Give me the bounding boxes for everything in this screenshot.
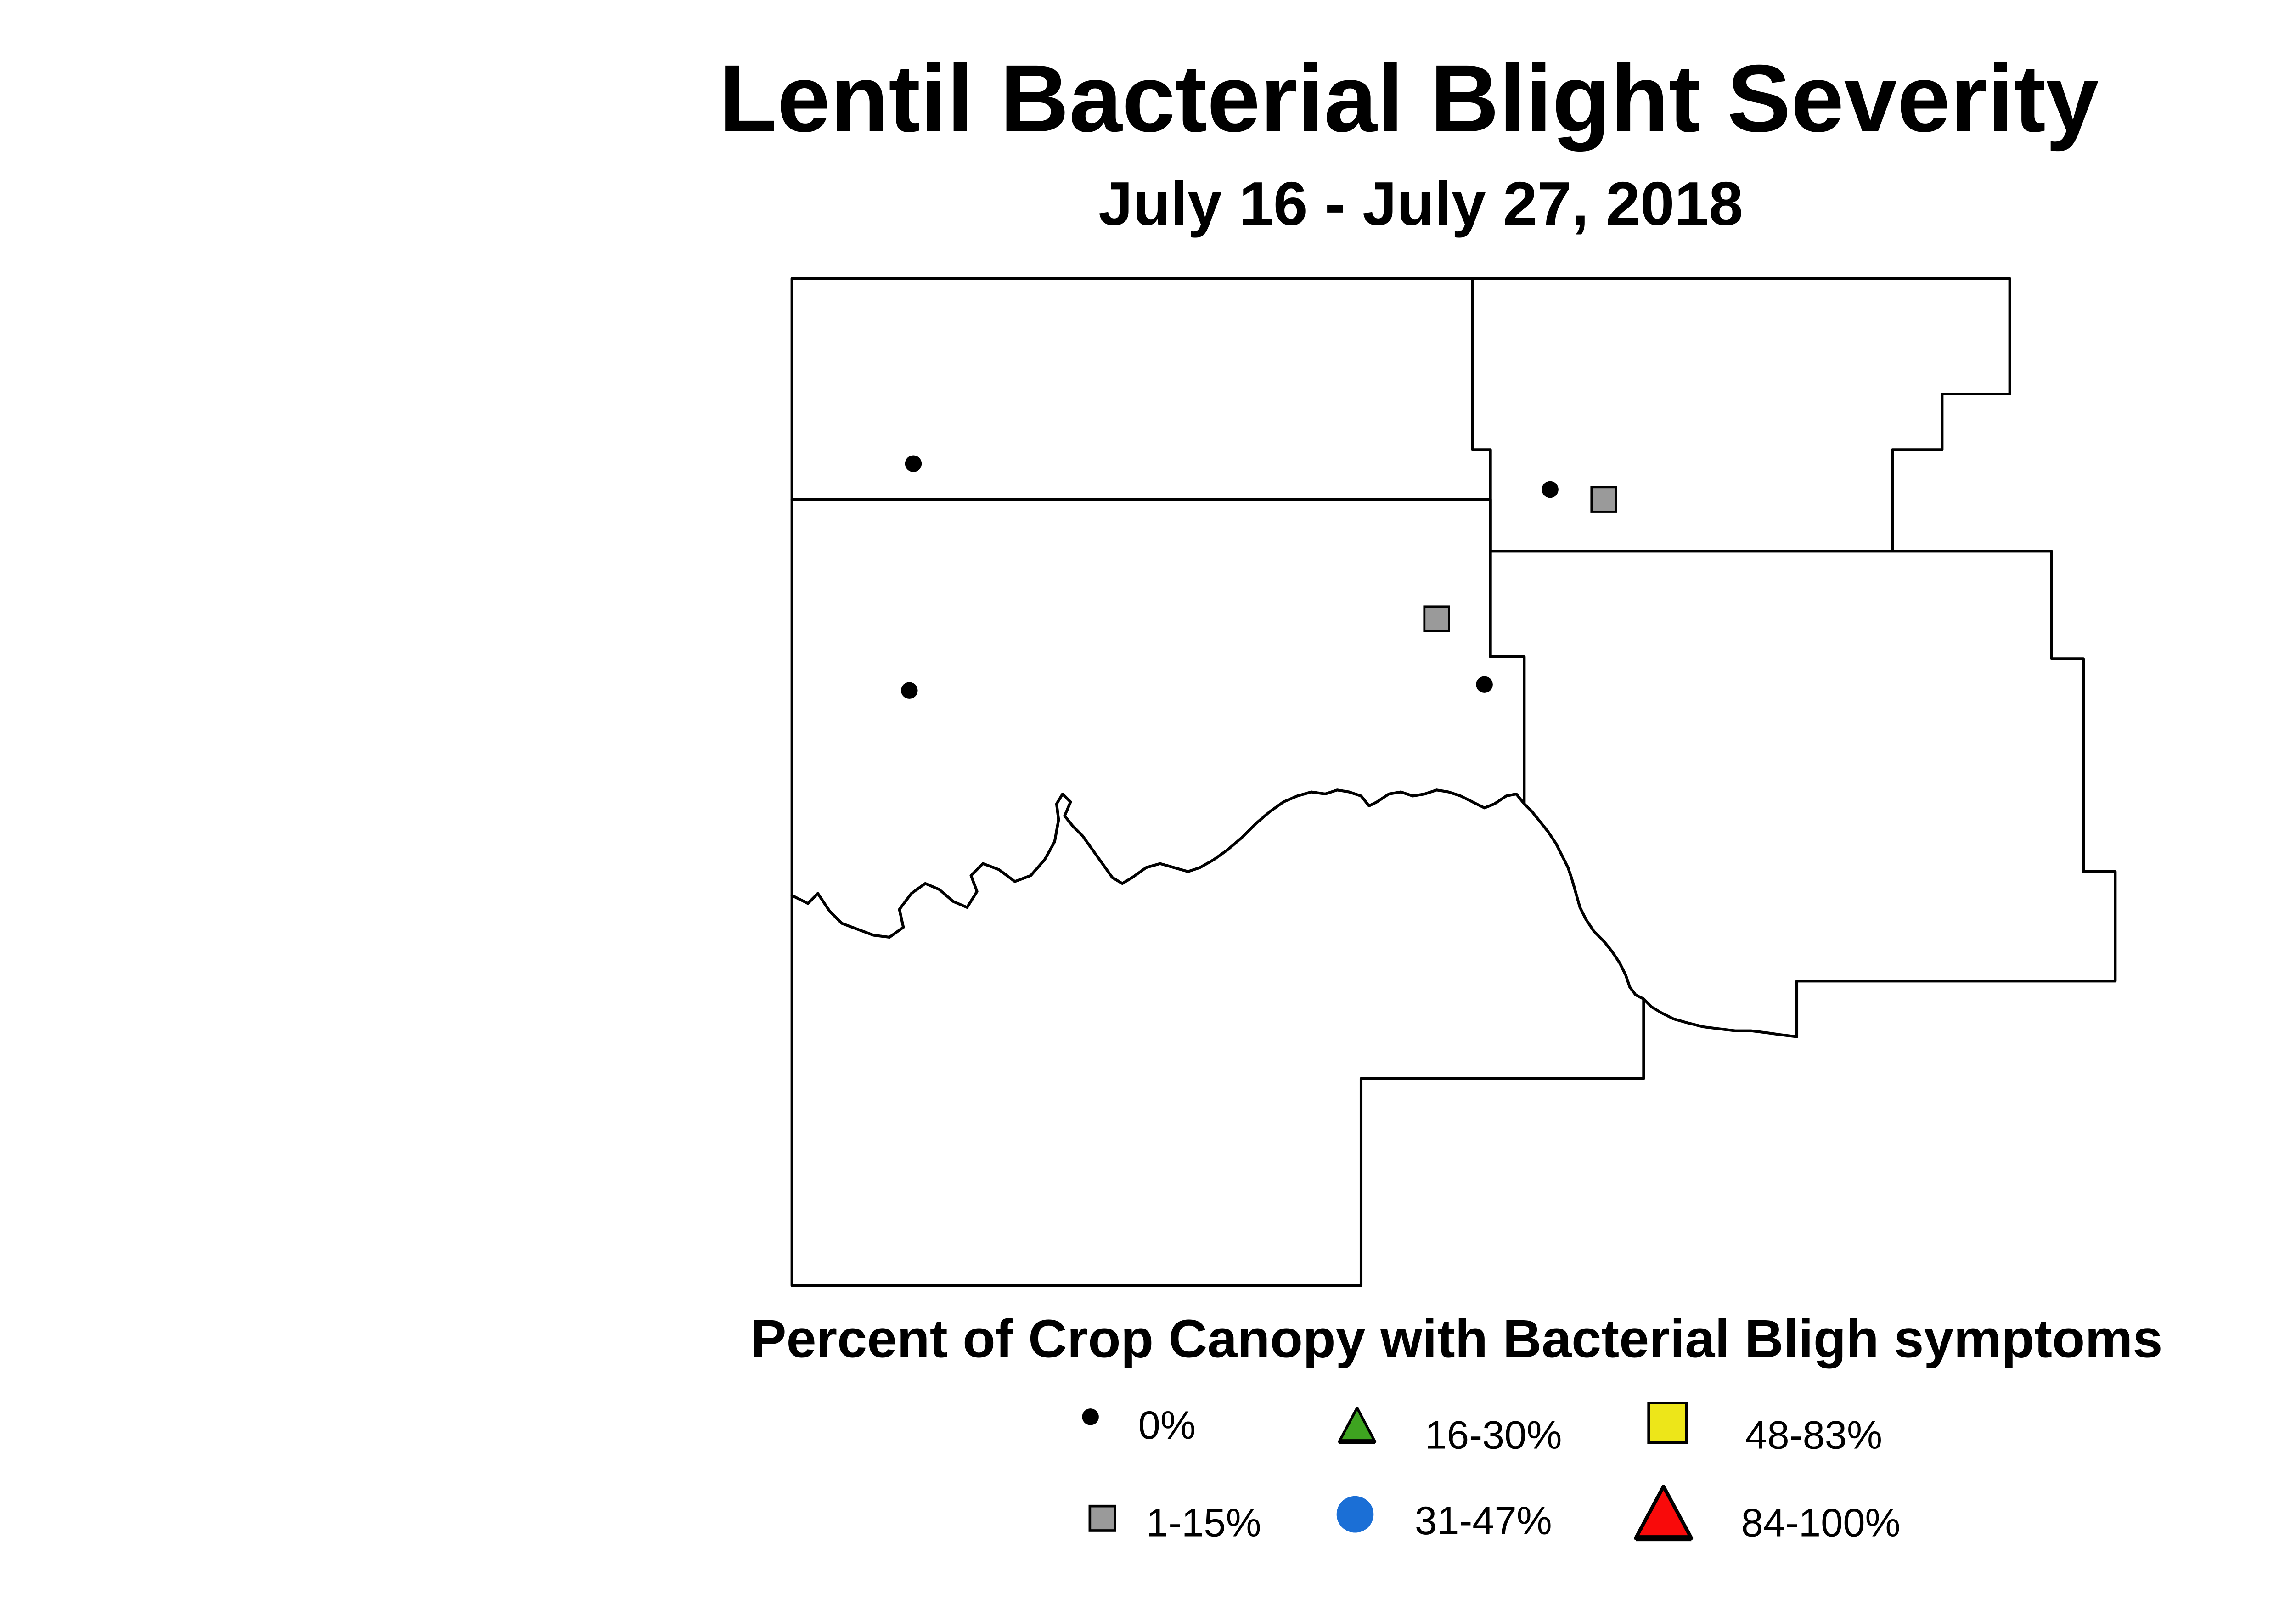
legend-symbol-square-gray	[1088, 1504, 1116, 1532]
map-point-0%	[1476, 676, 1493, 693]
legend-symbol-triangle-green	[1338, 1407, 1377, 1444]
legend-label-84-100pct: 84-100%	[1741, 1502, 1901, 1546]
county-outline-northeast	[1471, 277, 2011, 553]
legend-label-0pct: 0%	[1138, 1405, 1196, 1449]
page-subtitle: July 16 - July 27, 2018	[1098, 169, 1743, 239]
legend-symbol-dot-black	[1082, 1408, 1099, 1425]
legend-heading: Percent of Crop Canopy with Bacterial Bl…	[750, 1309, 2163, 1369]
county-outline-northwest	[790, 277, 1492, 501]
map-point-1-15%	[1423, 605, 1450, 632]
map-point-0%	[905, 455, 922, 472]
county-outline-south	[790, 788, 1645, 1287]
map-point-0%	[1542, 481, 1559, 498]
legend-label-16-30pct: 16-30%	[1424, 1414, 1562, 1459]
legend-symbol-triangle-red	[1634, 1485, 1694, 1542]
legend-symbol-square-yellow	[1647, 1402, 1688, 1444]
legend-symbol-circle-blue	[1336, 1496, 1374, 1533]
map-markers	[901, 455, 1617, 699]
map-point-0%	[901, 682, 918, 699]
map-point-1-15%	[1590, 486, 1617, 513]
legend-label-31-47pct: 31-47%	[1414, 1500, 1552, 1544]
page-title: Lentil Bacterial Blight Severity	[719, 47, 2099, 153]
legend-label-48-83pct: 48-83%	[1745, 1414, 1883, 1459]
legend-label-1-15pct: 1-15%	[1146, 1502, 1261, 1546]
